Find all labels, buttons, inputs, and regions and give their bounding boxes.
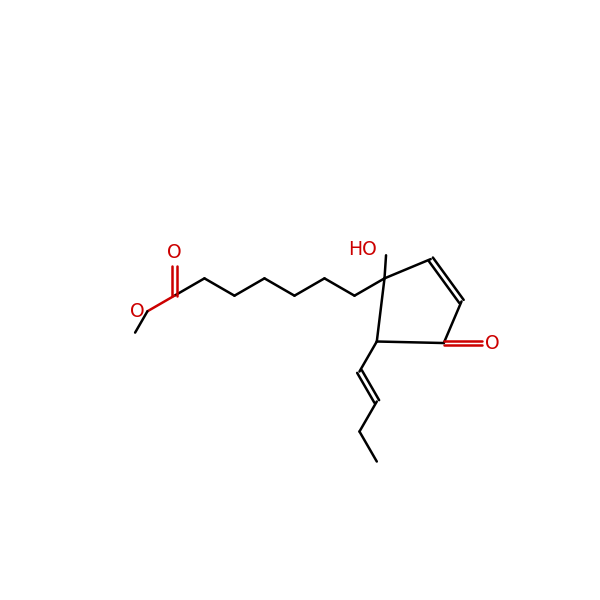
Text: O: O	[485, 334, 500, 353]
Text: O: O	[167, 242, 182, 262]
Text: HO: HO	[348, 241, 377, 259]
Text: O: O	[130, 302, 145, 321]
